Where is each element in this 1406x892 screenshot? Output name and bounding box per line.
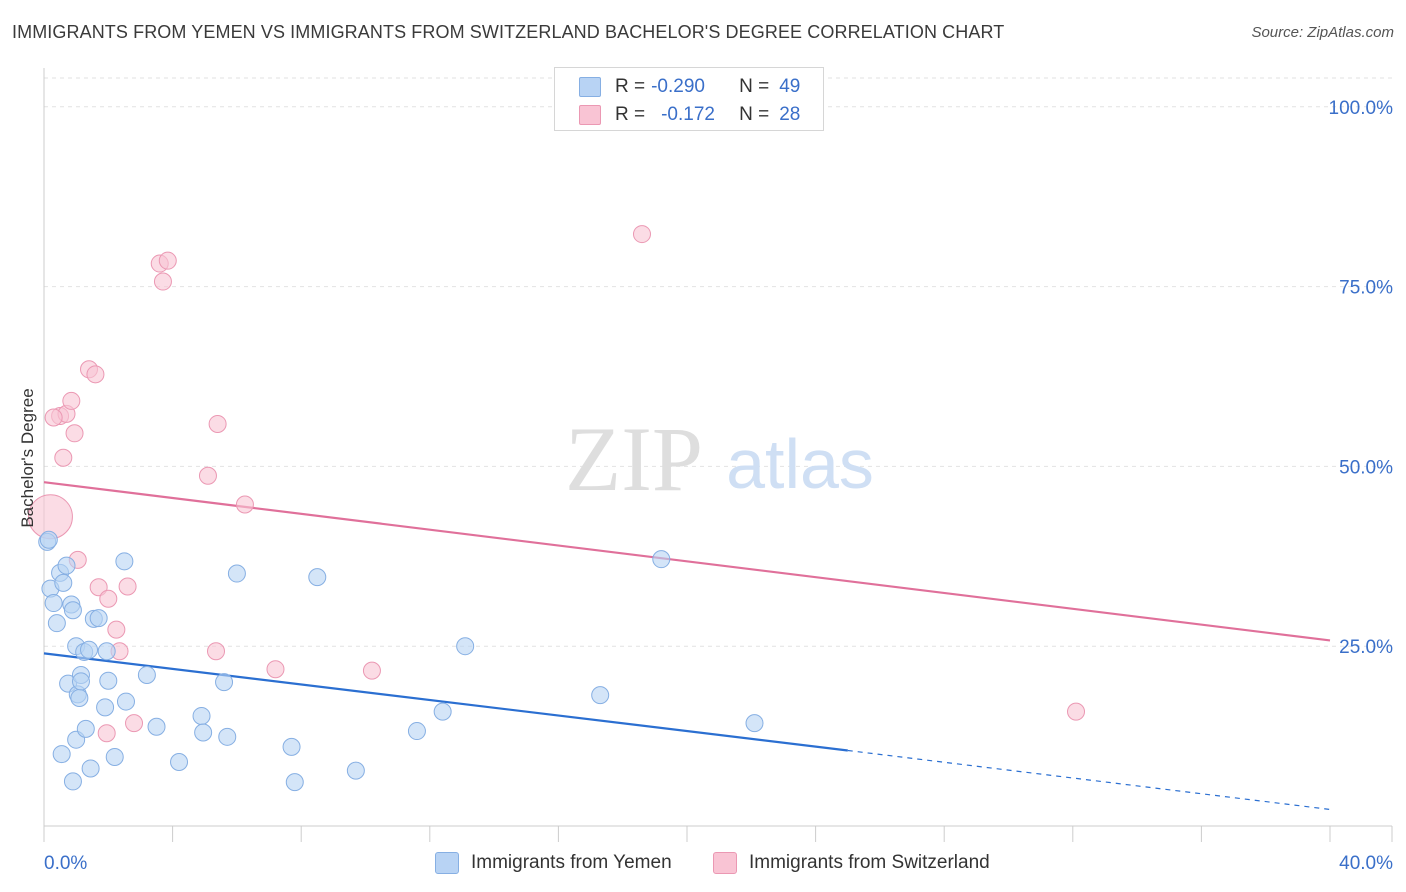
point-switzerland	[153, 272, 172, 291]
bottom-legend-label-yemen: Immigrants from Yemen	[471, 852, 672, 873]
tick-labels: 25.0% 50.0% 75.0% 100.0% 0.0% 40.0%	[44, 98, 1393, 874]
point-yemen	[227, 564, 246, 583]
trend-lines	[43, 481, 1331, 811]
point-switzerland	[65, 424, 84, 443]
x-tick-label-min: 0.0%	[44, 853, 87, 874]
legend-row-switzerland: R = -0.172 N = 28	[579, 101, 800, 129]
point-yemen	[44, 594, 63, 613]
bottom-swatch-switzerland	[713, 852, 737, 874]
y-tick-label: 75.0%	[1339, 278, 1393, 299]
point-yemen	[70, 688, 89, 707]
point-yemen	[456, 637, 475, 656]
trendline-switzerland	[43, 481, 1331, 642]
point-switzerland	[198, 466, 217, 485]
point-yemen	[407, 722, 426, 741]
source-label: Source: ZipAtlas.com	[1251, 24, 1394, 41]
trendline-yemen	[43, 652, 848, 752]
point-yemen	[285, 773, 304, 792]
point-switzerland	[125, 714, 144, 733]
legend-r-label: R =	[615, 104, 646, 125]
point-yemen	[591, 686, 610, 705]
point-switzerland	[44, 408, 63, 427]
trendline-yemen-extension	[847, 749, 1331, 811]
point-yemen	[63, 601, 82, 620]
point-switzerland	[208, 414, 227, 433]
watermark-atlas: atlas	[726, 425, 874, 503]
point-yemen	[218, 727, 237, 746]
legend-n-value-switzerland: 28	[779, 104, 801, 125]
point-switzerland	[54, 448, 73, 467]
point-yemen	[97, 642, 116, 661]
point-switzerland	[107, 620, 126, 639]
point-switzerland	[632, 225, 651, 244]
bottom-legend-yemen: Immigrants from Yemen	[435, 852, 672, 874]
point-switzerland	[158, 251, 177, 270]
legend-swatch-switzerland	[579, 105, 601, 125]
point-yemen	[96, 698, 115, 717]
point-switzerland	[86, 365, 105, 384]
watermark-zip: ZIP	[565, 408, 703, 510]
point-yemen	[346, 761, 365, 780]
point-yemen	[57, 556, 76, 575]
point-yemen	[192, 706, 211, 725]
chart-title: IMMIGRANTS FROM YEMEN VS IMMIGRANTS FROM…	[12, 22, 1005, 42]
point-yemen	[52, 745, 71, 764]
point-switzerland	[235, 495, 254, 514]
point-yemen	[89, 609, 108, 628]
point-yemen	[137, 665, 156, 684]
bottom-swatch-yemen	[435, 852, 459, 874]
x-tick-label-max: 40.0%	[1339, 853, 1393, 874]
point-yemen	[652, 550, 671, 569]
point-yemen	[308, 568, 327, 587]
point-yemen	[116, 692, 135, 711]
point-switzerland	[362, 661, 381, 680]
y-tick-label: 25.0%	[1339, 637, 1393, 658]
point-yemen	[54, 573, 73, 592]
legend-r-value-switzerland: -0.172	[661, 104, 715, 125]
point-yemen	[745, 714, 764, 733]
point-switzerland	[207, 642, 226, 661]
point-switzerland	[99, 589, 118, 608]
y-axis-label: Bachelor's Degree	[18, 388, 37, 528]
point-switzerland	[118, 577, 137, 596]
point-yemen	[433, 702, 452, 721]
bottom-legend-label-switzerland: Immigrants from Switzerland	[749, 852, 990, 873]
point-yemen	[115, 552, 134, 571]
legend-n-label: N =	[739, 104, 770, 125]
point-yemen	[282, 737, 301, 756]
point-yemen	[47, 614, 66, 633]
legend-row-yemen: R = -0.290 N = 49	[579, 73, 800, 101]
point-switzerland	[1067, 702, 1086, 721]
point-yemen	[147, 717, 166, 736]
point-yemen	[76, 719, 95, 738]
point-yemen	[81, 759, 100, 778]
point-yemen	[170, 752, 189, 771]
correlation-legend: R = -0.290 N = 49 R = -0.172 N = 28	[554, 67, 824, 131]
legend-r-value-yemen: -0.290	[651, 76, 705, 97]
y-tick-label: 50.0%	[1339, 457, 1393, 478]
legend-n-label: N =	[739, 76, 770, 97]
point-yemen	[80, 640, 99, 659]
legend-r-label: R =	[615, 76, 646, 97]
point-yemen	[194, 723, 213, 742]
legend-n-value-yemen: 49	[779, 76, 801, 97]
point-switzerland	[97, 724, 116, 743]
y-tick-label: 100.0%	[1329, 98, 1394, 119]
point-switzerland	[89, 578, 108, 597]
series-switzerland-points	[27, 225, 1086, 743]
gridlines	[44, 77, 1392, 647]
point-yemen	[105, 747, 124, 766]
point-yemen	[39, 530, 58, 549]
point-yemen	[215, 673, 234, 692]
point-yemen	[71, 672, 90, 691]
legend-swatch-yemen	[579, 77, 601, 97]
bottom-legend-switzerland: Immigrants from Switzerland	[713, 852, 990, 874]
point-switzerland	[62, 391, 81, 410]
point-yemen	[99, 671, 118, 690]
point-yemen	[63, 772, 82, 791]
axes	[43, 68, 1393, 842]
point-switzerland	[266, 660, 285, 679]
series-yemen-points	[38, 530, 764, 792]
